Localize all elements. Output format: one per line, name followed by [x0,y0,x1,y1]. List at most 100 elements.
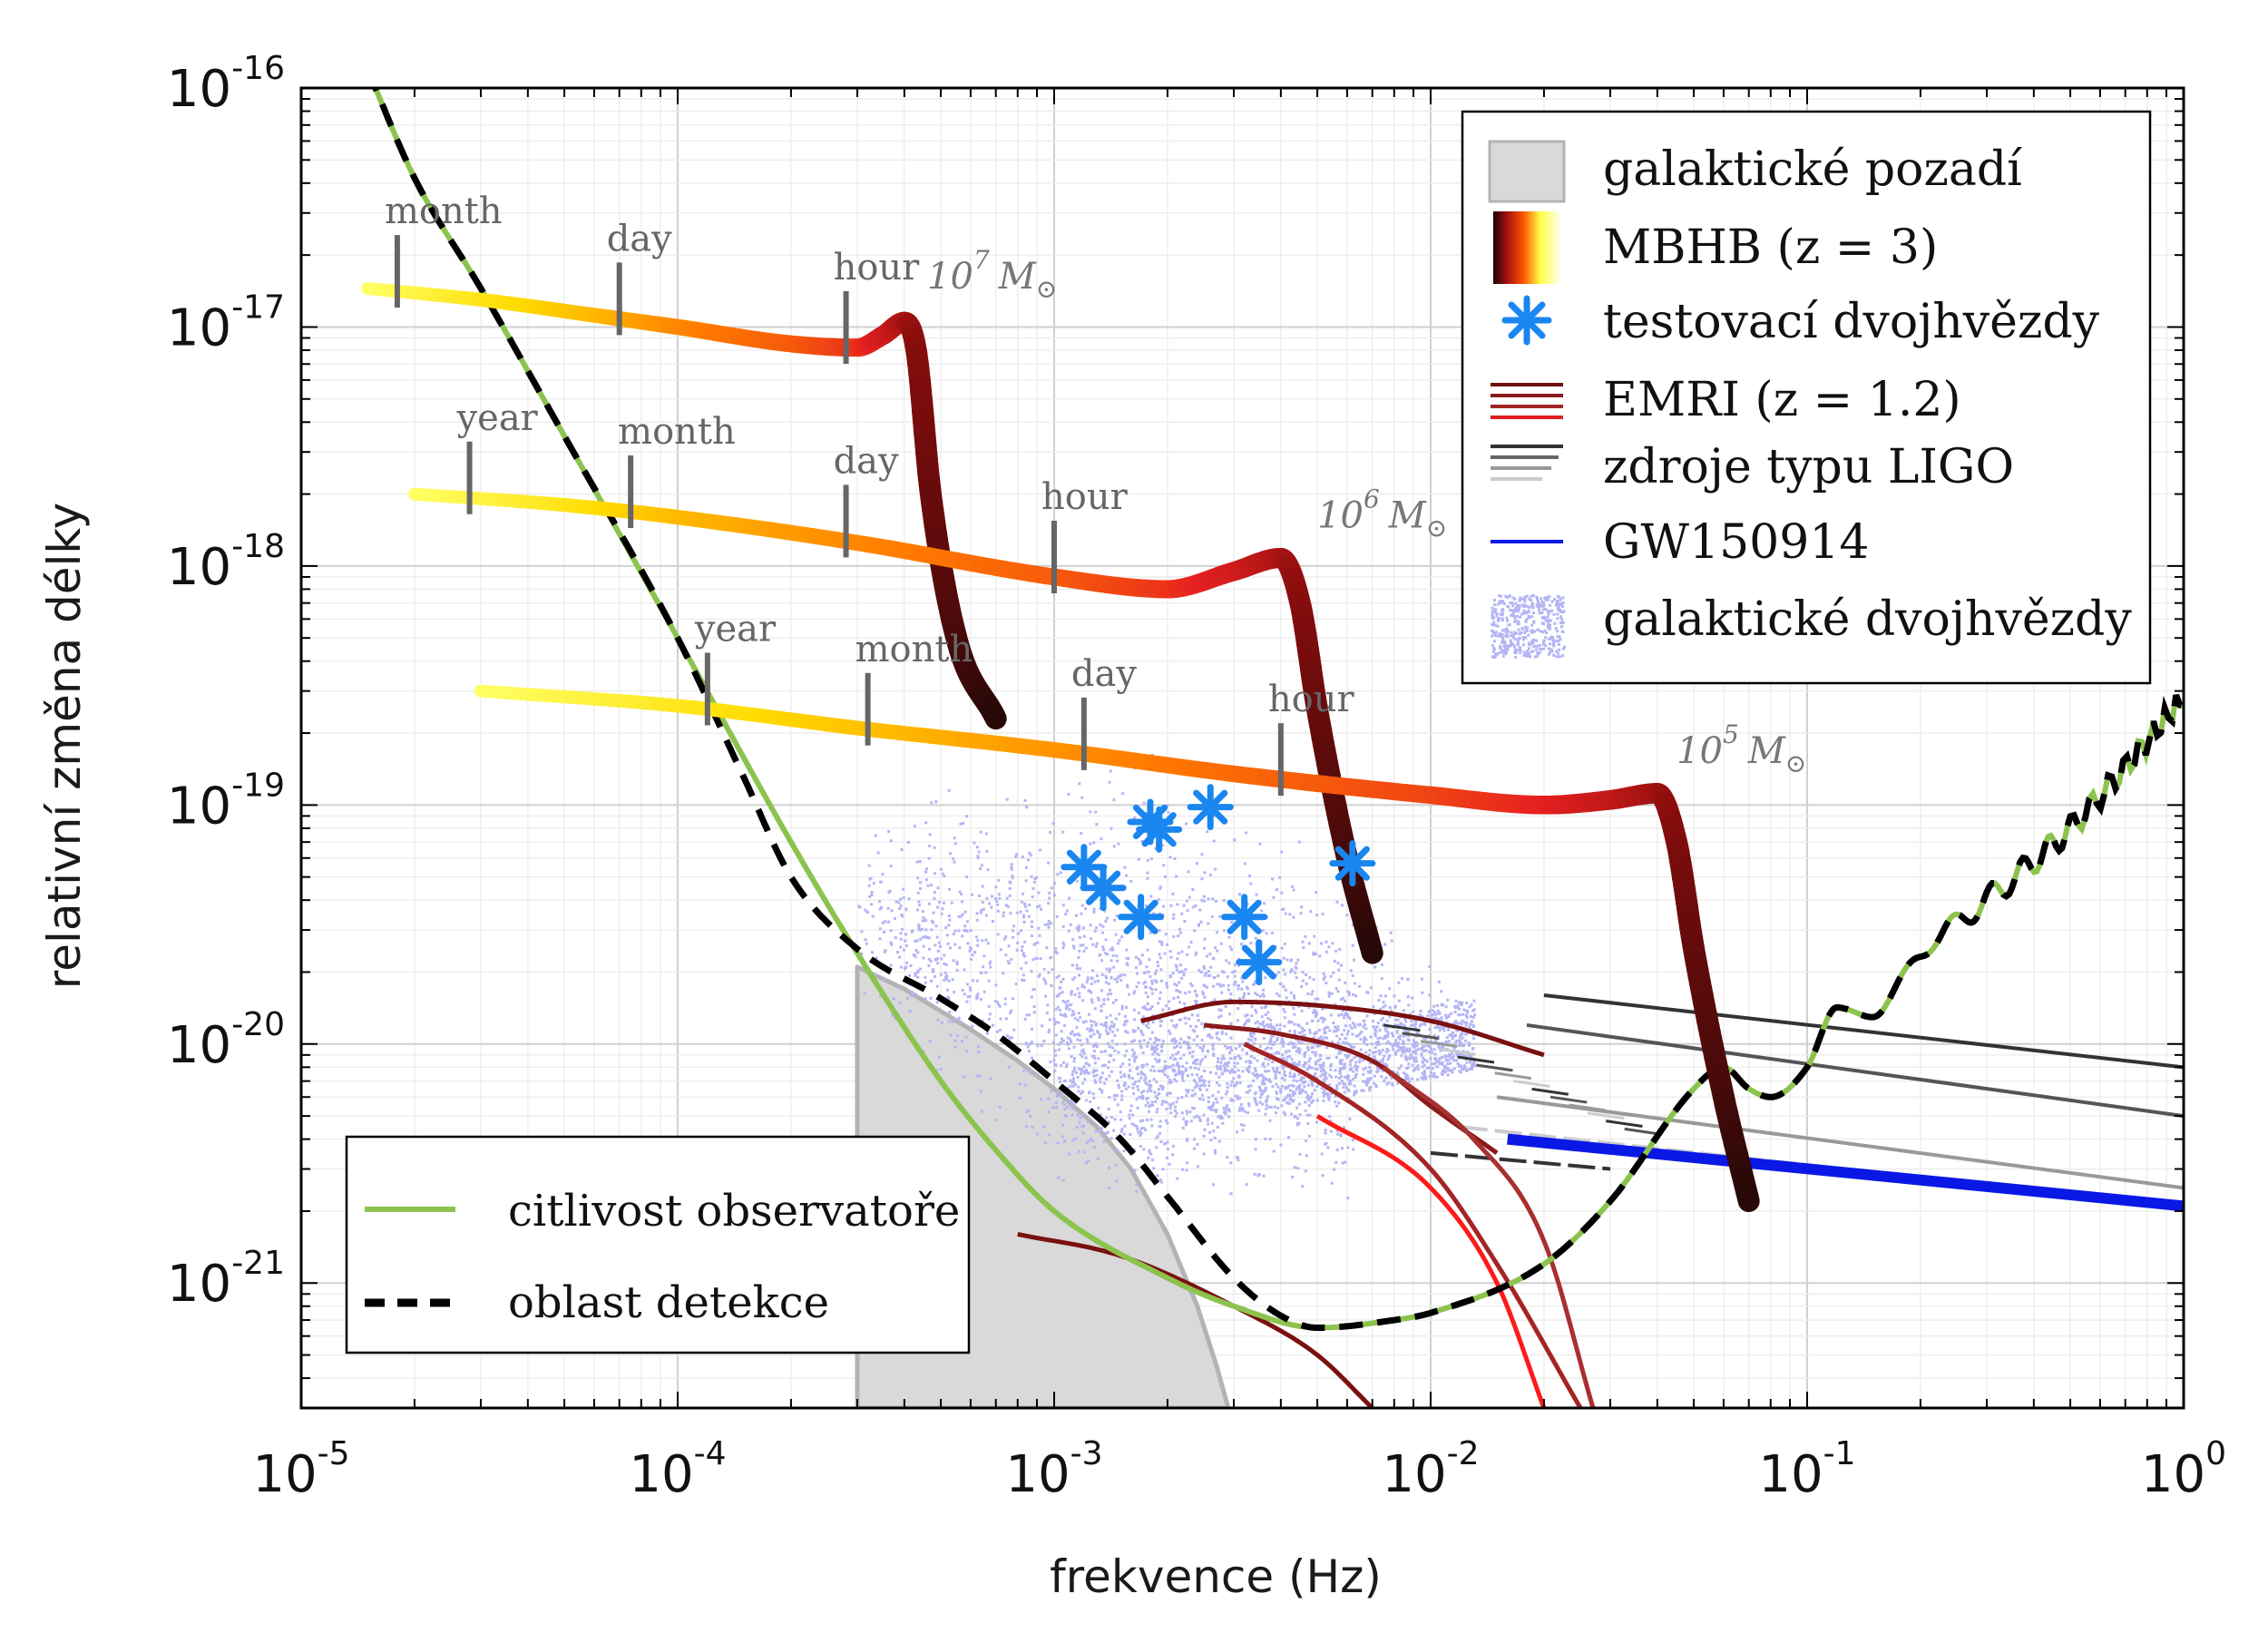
mbhb-track-segment [982,704,1007,730]
x-tick-label: 100 [2141,1435,2226,1504]
mbhb-time-label: hour [1041,476,1129,518]
legend-swatch-galactic-background [1488,140,1566,203]
x-tick-label: 10-5 [252,1435,349,1504]
legend-test-asterisk [1501,295,1552,346]
mbhb-time-label: year [694,609,777,650]
ligo-source-segment [1383,1023,1421,1032]
legend-label-sensitivity: citlivost observatoře [508,1186,960,1237]
legend-swatch-test-binaries [1501,295,1552,346]
emri-track [1315,1113,1547,1408]
test-binary-marker [1221,894,1268,941]
emri-track [1382,1065,1596,1408]
ligo-source-line [1543,993,2184,1070]
x-tick-label: 10-2 [1382,1435,1479,1504]
y-tick-label: 10-18 [167,528,285,597]
emri-track [1140,999,1545,1058]
legend-label-detection: oblast detekce [508,1277,829,1328]
plot-layer [361,88,2184,1408]
emri-layer [1017,999,1596,1408]
ligo-source-segment [1494,1071,1532,1081]
mbhb-time-label: hour [1268,679,1355,720]
legend-label-ligo: zdroje typu LIGO [1603,440,2014,494]
ligo-source-segment [1606,1120,1643,1128]
legend-label-test-binaries: testovací dvojhvězdy [1603,295,2100,349]
y-tick-label: 10-17 [167,288,285,357]
mbhb-track-0 [361,281,1007,730]
detection-boundary [372,88,2184,1331]
test-binary-marker [1187,784,1234,831]
axis-ticks [300,87,2185,1409]
legend-lower-box [345,1135,971,1354]
galactic-binaries-layer [857,753,1477,1199]
legend-swatch-emri [1491,383,1563,419]
emri-track [1203,1022,1499,1155]
legend-lower: citlivost observatoře oblast detekce [345,1135,971,1354]
y-axis-title: relativní změna délky [38,503,91,989]
mbhb-track-segment [1736,1186,1760,1212]
ligo-source-segment [1439,1047,1476,1056]
ligo-source-line [1496,1095,2184,1190]
legend-label-galactic-binaries: galaktické dvojhvězdy [1603,592,2132,647]
gw150914-layer [1507,1133,2184,1212]
mbhb-time-label: month [385,191,503,232]
legend-swatch-galactic-binaries [1491,594,1566,659]
x-tick-label: 10-3 [1005,1435,1102,1504]
mbhb-time-label: hour [834,247,921,288]
legend-swatch-ligo [1491,445,1563,481]
x-tick-labels: 10-5 10-4 10-3 10-2 10-1 100 [252,1435,2226,1504]
x-tick-label: 10-4 [629,1435,726,1504]
test-binary-marker [1118,894,1165,941]
mbhb-layer [361,281,1760,1212]
mbhb-track-1 [407,487,1383,964]
ligo-source-segment [1569,1103,1606,1112]
y-tick-label: 10-16 [167,50,285,119]
ligo-source-segment [1587,1111,1625,1120]
ligo-source-segment [1549,1095,1588,1104]
sensitivity-layer [372,88,2184,1331]
ligo-source-segment [1512,1080,1550,1088]
mbhb-mass-label: 107 M⊙ [927,245,1057,304]
test-binary-marker [1236,939,1283,986]
emri-track [1243,1041,1583,1408]
ligo-source-line [1526,1022,2184,1119]
ligo-source-segment [1476,1063,1513,1072]
legend-main: galaktické pozadí MBHB (z = 3) testovací… [1461,110,2152,685]
mbhb-time-label: month [618,411,736,453]
legend-label-emri: EMRI (z = 1.2) [1603,373,1961,427]
test-binaries-layer [1061,784,1376,986]
gw150914-line [1507,1133,2184,1212]
mbhb-mass-label: 105 M⊙ [1677,719,1806,778]
legend-cloud-dots [1491,594,1566,659]
x-axis-title: frekvence (Hz) [1050,1550,1382,1603]
y-tick-label: 10-21 [167,1245,285,1314]
mbhb-track-2 [474,684,1760,1212]
ligo-source-segment [1531,1087,1569,1096]
sensitivity-curve [372,88,2184,1331]
mbhb-time-label: year [456,397,539,439]
legend-main-box [1461,110,2152,685]
ligo-source-segment [1420,1040,1458,1048]
y-tick-label: 10-20 [167,1006,285,1075]
legend-label-galactic-background: galaktické pozadí [1603,142,2022,197]
mbhb-time-label: day [607,218,672,259]
ligo-source-line [1430,1150,1611,1171]
test-binary-marker [1329,840,1376,887]
mbhb-time-label: month [855,629,973,670]
ligo-source-segment [1624,1127,1662,1136]
ligo-source-segment [1402,1032,1440,1041]
x-tick-label: 10-1 [1758,1435,1855,1504]
legend-label-gw150914: GW150914 [1603,515,1870,570]
plot-frame [299,86,2185,1410]
y-tick-labels: 10-16 10-17 10-18 10-19 10-20 10-21 [167,50,285,1314]
y-tick-label: 10-19 [167,767,285,836]
legend-label-mbhb: MBHB (z = 3) [1603,220,1938,275]
mbhb-time-label: day [834,440,899,482]
galactic-binaries-cloud [857,753,1477,1199]
mbhb-track-segment [1360,938,1383,964]
mbhb-time-label: day [1071,653,1137,695]
test-binary-marker [1136,806,1183,853]
mbhb-mass-label: 106 M⊙ [1317,484,1447,543]
ligo-source-segment [1457,1055,1495,1064]
